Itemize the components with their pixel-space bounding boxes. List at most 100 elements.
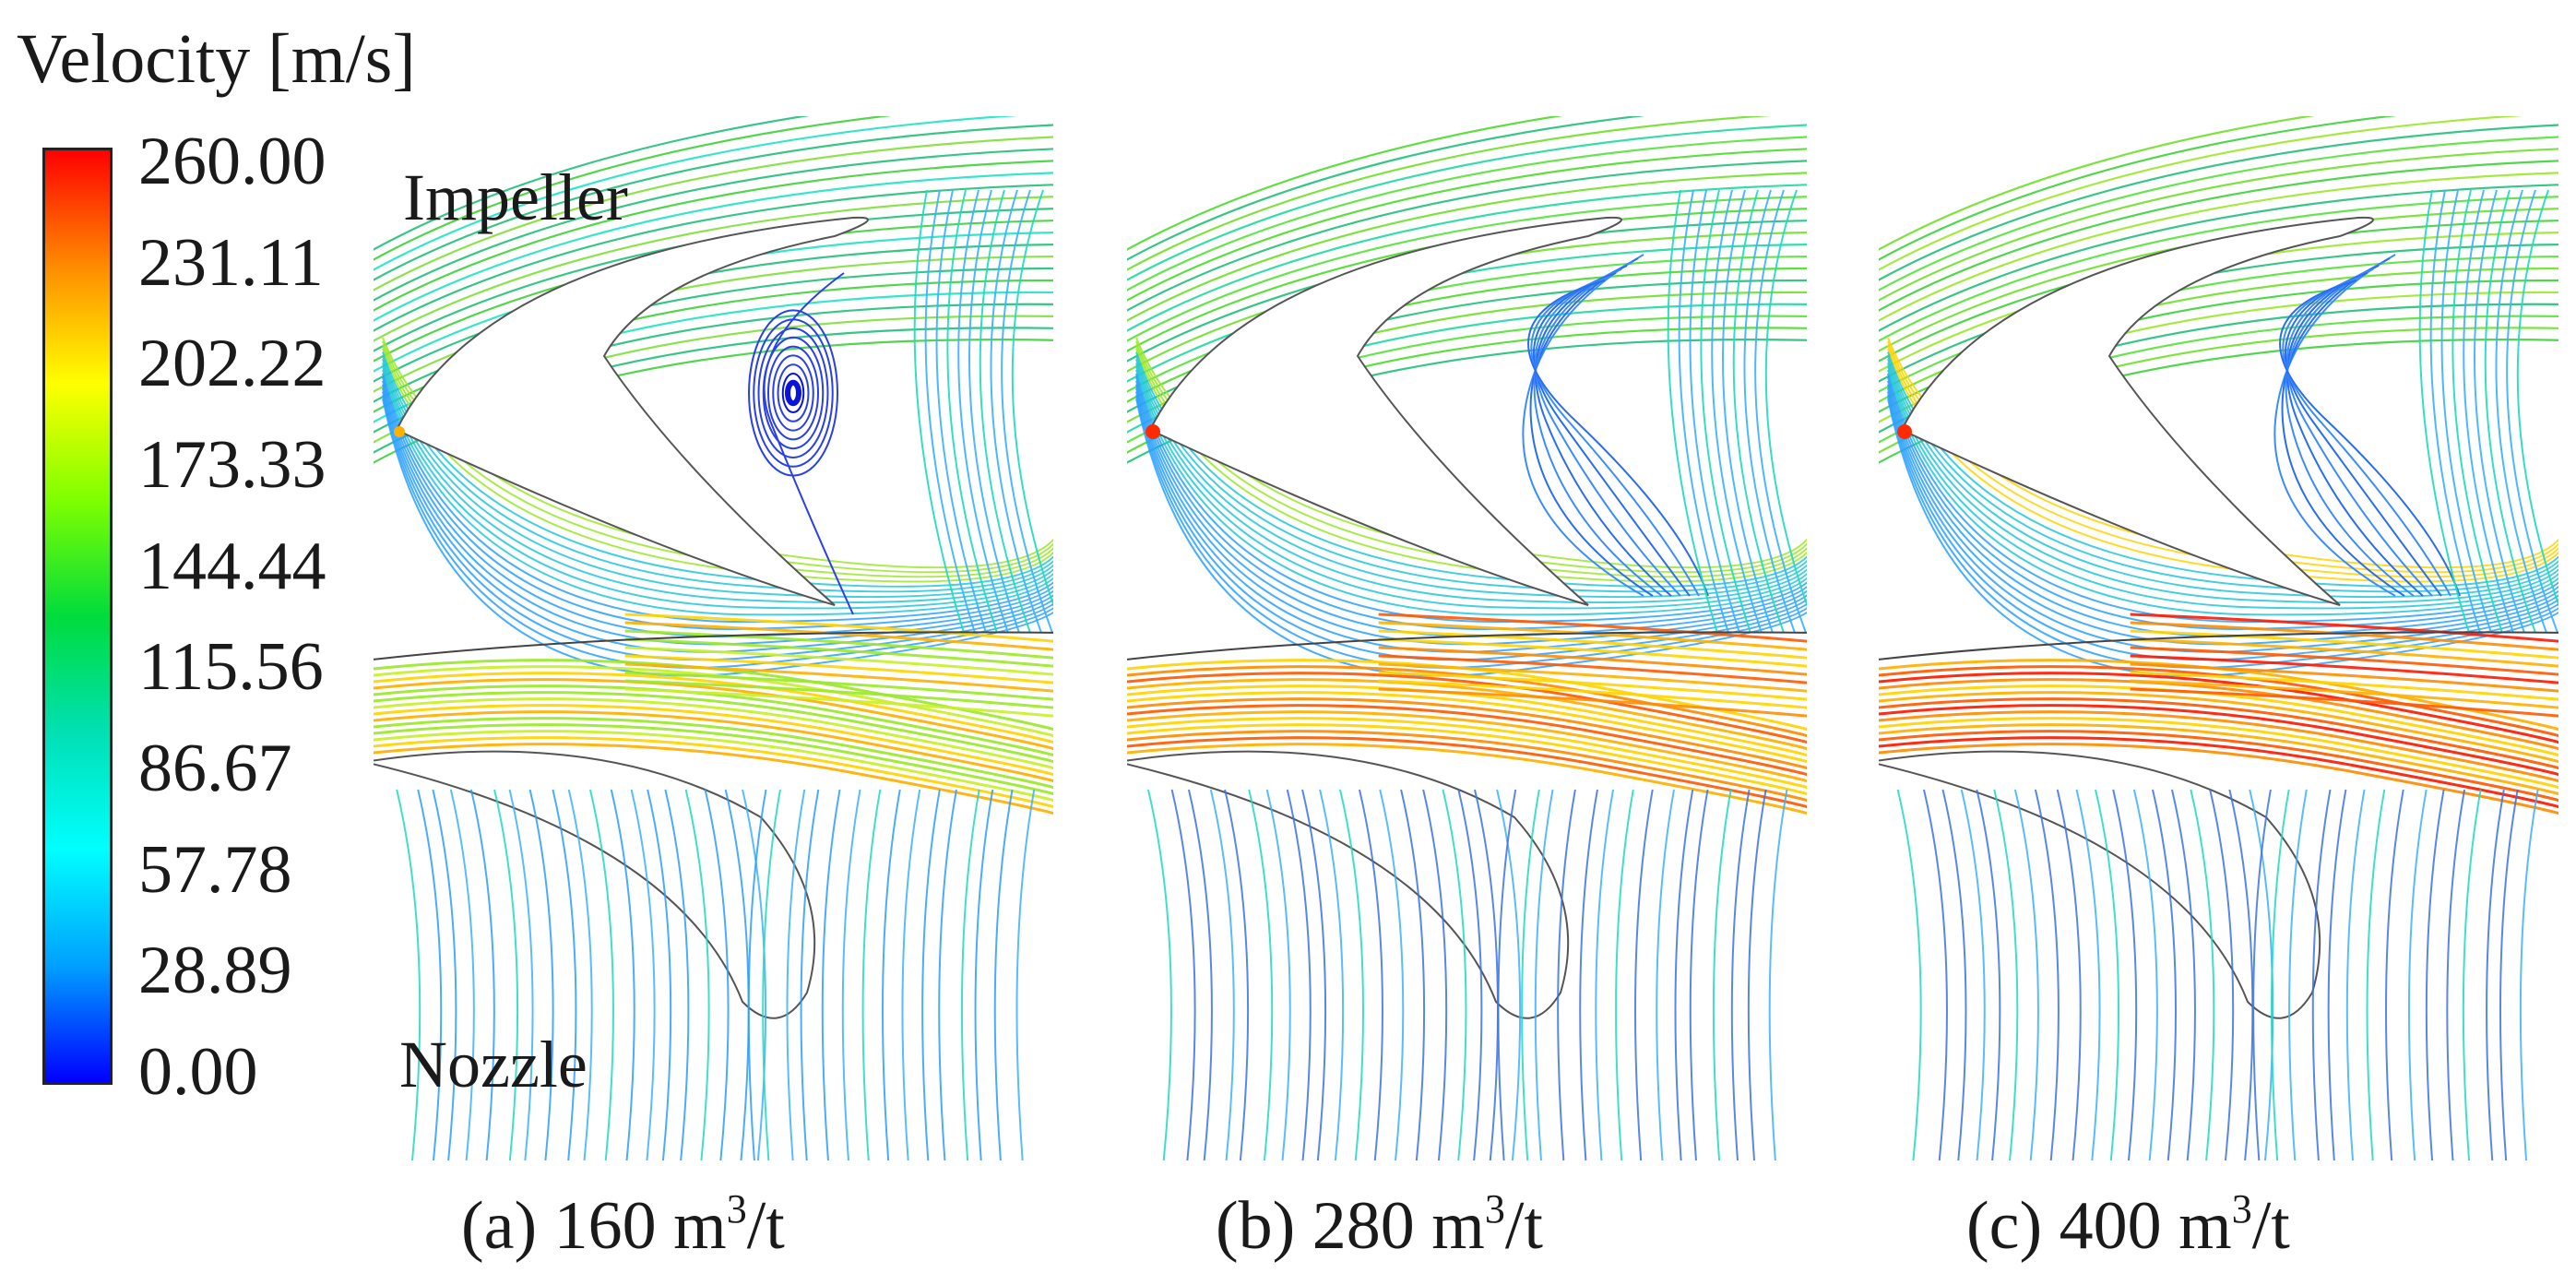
streamline <box>374 160 1053 312</box>
nozzle-streamline <box>1358 789 1383 1160</box>
streamline <box>1711 189 1763 634</box>
streamline <box>2506 189 2558 634</box>
jet-streamline <box>624 671 1053 701</box>
nozzle-streamline <box>1656 789 1675 1160</box>
colorbar-tick-label: 115.56 <box>138 629 324 706</box>
streamline <box>924 189 976 634</box>
nozzle-streamline <box>432 789 457 1160</box>
jet-streamline <box>1378 629 1807 660</box>
jet-streamline <box>1879 730 2558 803</box>
jet-streamline <box>374 717 1053 790</box>
colorbar-tick-label: 231.11 <box>138 224 324 301</box>
nozzle-streamline <box>1923 789 1948 1160</box>
nozzle-streamline <box>1301 789 1327 1160</box>
jet-streamline <box>1127 665 1807 738</box>
jet-streamline <box>1879 665 2558 738</box>
nozzle-streamline <box>2345 789 2366 1160</box>
streamline <box>1127 116 1564 251</box>
separation-streamline <box>1522 254 1644 597</box>
colorbar-tick-label: 202.22 <box>138 326 326 402</box>
nozzle-streamline <box>1674 789 1694 1160</box>
separation-streamline <box>1529 257 1654 597</box>
jet-streamline <box>1378 646 1807 676</box>
streamline <box>1887 359 2558 598</box>
nozzle-streamline <box>2446 789 2466 1160</box>
nozzle-streamline <box>1248 789 1274 1160</box>
nozzle-streamline <box>724 789 750 1160</box>
nozzle-streamline <box>1422 789 1448 1160</box>
jet-streamline <box>1378 679 1807 709</box>
nozzle-streamline <box>2270 789 2290 1160</box>
streamline <box>374 184 1053 332</box>
nozzle-wall-outline <box>374 750 816 1019</box>
impeller-outer-boundary <box>1127 631 1807 660</box>
separation-streamline <box>2285 261 2415 597</box>
jet-streamline <box>374 684 1053 757</box>
nozzle-streamline <box>1557 789 1576 1160</box>
streamline <box>374 148 1053 302</box>
streamline <box>1127 124 1807 281</box>
vortex-streamline <box>767 345 819 441</box>
streamline <box>957 189 1009 634</box>
jet-streamline <box>2130 613 2558 643</box>
velocity-colorbar <box>42 148 113 1085</box>
nozzle-streamline <box>2132 789 2158 1160</box>
nozzle-streamline <box>1615 789 1634 1160</box>
streamline <box>374 172 1053 322</box>
nozzle-streamline <box>396 789 421 1160</box>
jet-streamline <box>1127 672 1807 744</box>
separation-streamline <box>1535 265 1672 597</box>
nozzle-streamline <box>2366 789 2386 1160</box>
colorbar-tick-label: 173.33 <box>138 427 326 503</box>
nozzle-streamline <box>861 789 882 1160</box>
streamline-panel-c <box>1879 116 2558 1160</box>
streamline <box>1879 116 2316 251</box>
colorbar-tick-label: 86.67 <box>138 731 292 806</box>
streamline <box>2484 189 2536 634</box>
jet-streamline <box>1127 730 1807 803</box>
jet-streamline <box>1127 684 1807 757</box>
streamline <box>382 351 1053 588</box>
jet-streamline <box>374 743 1053 815</box>
jet-streamline <box>374 659 1053 732</box>
caption-a: (a) 160 m3/t <box>461 1186 785 1264</box>
nozzle-streamline <box>417 789 443 1160</box>
nozzle-streamline <box>841 789 861 1160</box>
jet-streamline <box>1879 684 2558 757</box>
separation-streamline <box>1527 280 1709 597</box>
nozzle-streamline <box>901 789 921 1160</box>
jet-streamline <box>2130 646 2558 676</box>
separation-streamline <box>2282 276 2451 597</box>
streamline <box>1879 160 2558 312</box>
nozzle-streamline <box>1265 789 1291 1160</box>
vortex-streamline <box>757 327 829 458</box>
streamline <box>1135 363 1807 604</box>
nozzle-streamline <box>1534 789 1554 1160</box>
streamline <box>1879 116 2398 261</box>
nozzle-streamline <box>1224 789 1250 1160</box>
nozzle-streamline <box>684 789 710 1160</box>
jet-streamline <box>1127 736 1807 809</box>
nozzle-streamline <box>1634 789 1654 1160</box>
jet-streamline <box>624 637 1053 668</box>
separation-streamline <box>1530 276 1700 597</box>
streamline <box>382 376 1053 630</box>
nozzle-streamline <box>974 789 994 1160</box>
jet-streamline <box>374 697 1053 770</box>
streamline <box>2495 189 2547 634</box>
streamline <box>382 359 1053 598</box>
streamline <box>374 136 1053 292</box>
jet-streamline <box>1879 710 2558 783</box>
nozzle-streamline <box>508 789 534 1160</box>
streamline <box>913 189 965 634</box>
nozzle-label: Nozzle <box>399 1028 588 1101</box>
jet-streamline <box>1879 659 2558 732</box>
streamline <box>2516 189 2558 608</box>
jet-streamline <box>1378 637 1807 668</box>
streamline <box>1887 363 2558 604</box>
streamline <box>1678 189 1729 634</box>
jet-streamline <box>1127 704 1807 777</box>
nozzle-streamline <box>1941 789 1967 1160</box>
streamline <box>1879 148 2558 302</box>
streamline <box>946 189 998 634</box>
